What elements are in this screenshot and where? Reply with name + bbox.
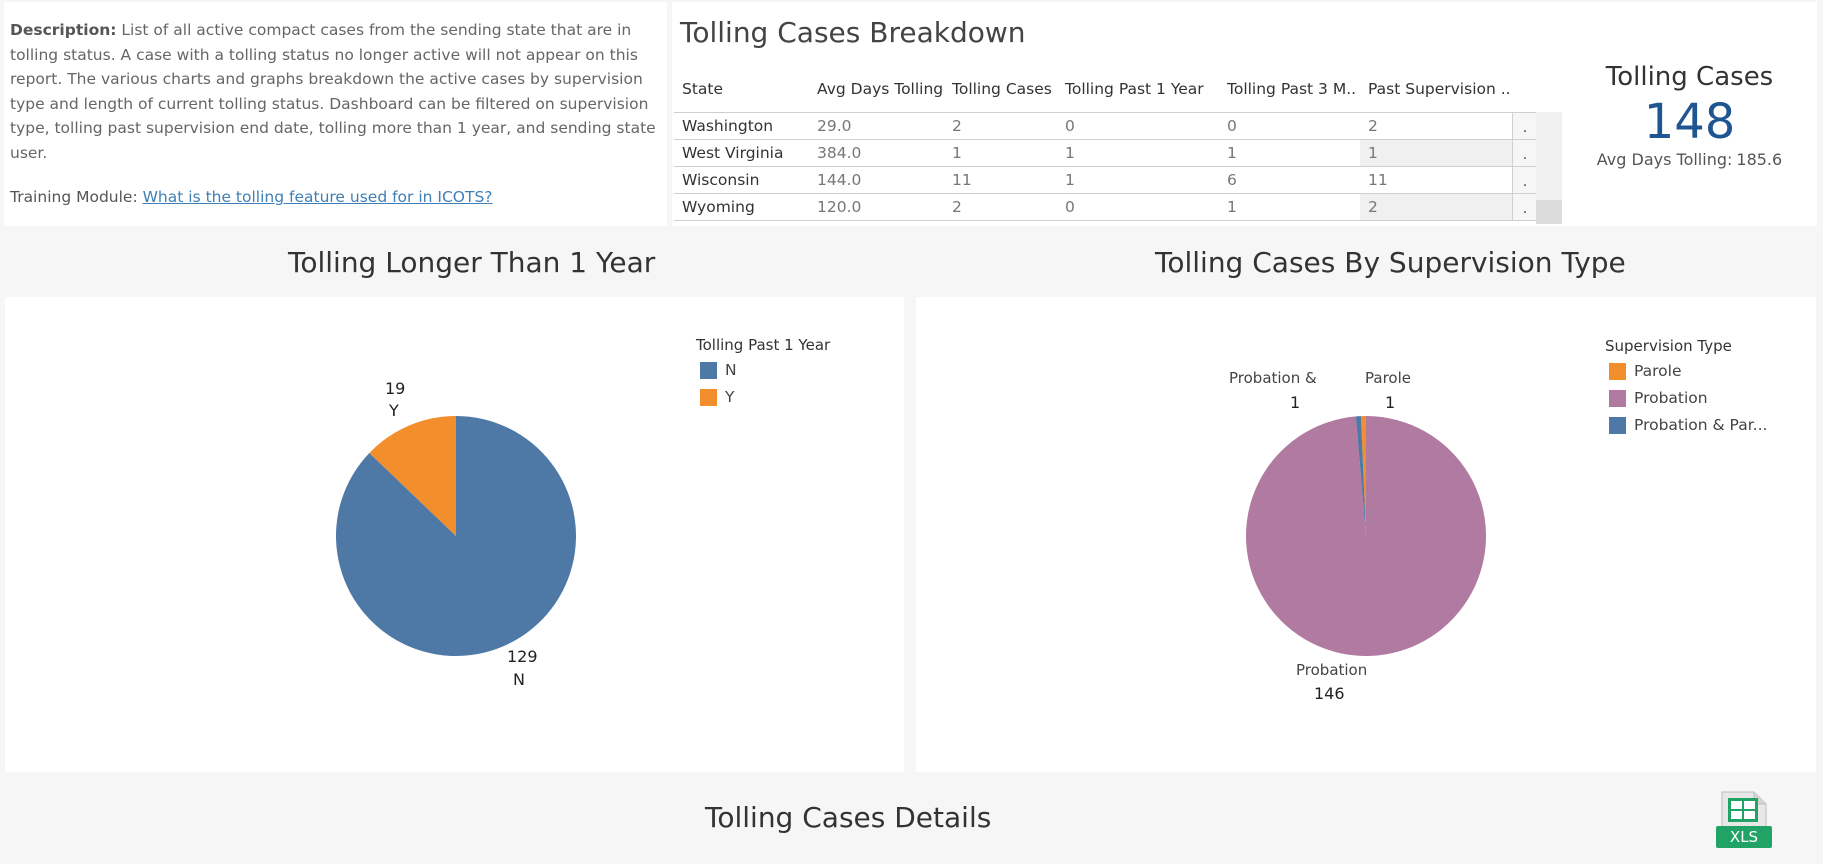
cell-more: . [1512, 194, 1537, 220]
table-row[interactable]: Wisconsin 144.0 11 1 6 11. [674, 166, 1542, 193]
cell-state: Wisconsin [682, 171, 760, 189]
cell-more: . [1512, 140, 1537, 166]
supervision-type-pie-chart[interactable] [916, 297, 1816, 772]
pie-slice-parole[interactable] [1360, 416, 1366, 536]
cell-highlight [1360, 140, 1512, 166]
training-module: Training Module: What is the tolling fea… [10, 188, 493, 206]
legend-label: Y [725, 388, 735, 406]
cell-tolling-cases: 2 [952, 198, 962, 216]
cell-past-supervision: 2 [1368, 198, 1378, 216]
tolling-longer-chart-panel: Tolling Past 1 Year N Y 19 Y 129 N [5, 297, 904, 772]
cell-past-3-months: 1 [1227, 144, 1237, 162]
legend-title: Supervision Type [1605, 337, 1732, 355]
cell-tolling-cases: 11 [952, 171, 972, 189]
legend-label: Parole [1634, 362, 1682, 380]
cell-past-3-months: 1 [1227, 198, 1237, 216]
cell-more: . [1512, 167, 1537, 193]
xls-label: XLS [1730, 828, 1758, 846]
training-module-link[interactable]: What is the tolling feature used for in … [142, 188, 493, 206]
legend-swatch [700, 362, 717, 379]
description-panel: Description: List of all active compact … [4, 2, 667, 226]
breakdown-panel: Tolling Cases Breakdown State Avg Days T… [672, 2, 1562, 226]
column-header-past-supervision[interactable]: Past Supervision .. [1368, 80, 1511, 98]
table-body: Washington 29.0 2 0 0 2. West Virginia 384.0 1 1 1… [674, 112, 1542, 221]
kpi-sub-value: 185.6 [1736, 150, 1783, 169]
column-header-past-1-year[interactable]: Tolling Past 1 Year [1065, 80, 1204, 98]
xls-export-button[interactable]: XLS [1714, 790, 1774, 850]
legend-swatch [1609, 363, 1626, 380]
data-label-probation-value: 146 [1314, 684, 1345, 703]
cell-tolling-cases: 1 [952, 144, 962, 162]
pie-slice-y[interactable] [369, 416, 456, 536]
data-label-probation-name: Probation [1296, 661, 1368, 679]
tolling-longer-pie-chart[interactable] [5, 297, 904, 772]
kpi-subtitle: Avg Days Tolling: 185.6 [1562, 150, 1817, 169]
cell-more: . [1512, 113, 1537, 139]
table-row[interactable]: West Virginia 384.0 1 1 1 1. [674, 139, 1542, 166]
pie-slice-probation-parole[interactable] [1355, 416, 1366, 536]
cell-avg-days: 384.0 [817, 144, 862, 162]
cell-avg-days: 120.0 [817, 198, 862, 216]
legend-swatch [700, 389, 717, 406]
cell-state: West Virginia [682, 144, 784, 162]
cell-state: Wyoming [682, 198, 755, 216]
cell-past-1-year: 0 [1065, 198, 1075, 216]
cell-highlight [1360, 194, 1512, 220]
cell-state: Washington [682, 117, 774, 135]
cell-tolling-cases: 2 [952, 117, 962, 135]
cell-past-1-year: 0 [1065, 117, 1075, 135]
table-scrollbar-thumb[interactable] [1536, 200, 1562, 224]
xls-file-icon: XLS [1716, 791, 1772, 848]
description-body: List of all active compact cases from th… [10, 21, 656, 162]
column-header-state[interactable]: State [682, 80, 724, 98]
supervision-type-chart-panel: Supervision Type Parole Probation Probat… [916, 297, 1816, 772]
data-label-n-name: N [513, 670, 525, 689]
kpi-value: 148 [1643, 94, 1736, 150]
kpi-panel: Tolling Cases 148 Avg Days Tolling: 185.6 [1562, 2, 1817, 226]
section-title-details: Tolling Cases Details [705, 801, 992, 834]
table-row[interactable]: Washington 29.0 2 0 0 2. [674, 112, 1542, 139]
training-label: Training Module: [10, 188, 138, 206]
data-label-parole-name: Parole [1365, 369, 1411, 387]
cell-past-3-months: 6 [1227, 171, 1237, 189]
legend-label: Probation & Par... [1634, 416, 1768, 434]
cell-past-1-year: 1 [1065, 171, 1075, 189]
data-label-parole-value: 1 [1385, 393, 1396, 412]
data-label-probation-parole-value: 1 [1290, 393, 1301, 412]
legend-swatch [1609, 417, 1626, 434]
cell-past-3-months: 0 [1227, 117, 1237, 135]
legend-label: N [725, 361, 737, 379]
cell-avg-days: 144.0 [817, 171, 862, 189]
data-label-probation-parole-name: Probation & [1229, 369, 1317, 387]
legend-swatch [1609, 390, 1626, 407]
legend-title: Tolling Past 1 Year [696, 336, 831, 354]
kpi-sub-label: Avg Days Tolling: [1596, 150, 1733, 169]
table-row[interactable]: Wyoming 120.0 2 0 1 2. [674, 193, 1542, 221]
column-header-past-3-months[interactable]: Tolling Past 3 M.. [1227, 80, 1357, 98]
section-title-tolling-longer: Tolling Longer Than 1 Year [288, 246, 656, 279]
legend-label: Probation [1634, 389, 1708, 407]
kpi-title: Tolling Cases [1605, 62, 1774, 92]
cell-past-supervision: 11 [1368, 171, 1388, 189]
column-header-tolling-cases[interactable]: Tolling Cases [952, 80, 1052, 98]
data-label-n-value: 129 [507, 647, 538, 666]
description-label: Description: [10, 21, 117, 39]
section-title-supervision-type: Tolling Cases By Supervision Type [1155, 246, 1626, 279]
data-label-y-name: Y [389, 401, 399, 420]
description-text: Description: List of all active compact … [10, 18, 666, 165]
column-header-avg-days[interactable]: Avg Days Tolling [817, 80, 944, 98]
cell-past-supervision: 1 [1368, 144, 1378, 162]
cell-past-supervision: 2 [1368, 117, 1378, 135]
cell-avg-days: 29.0 [817, 117, 852, 135]
data-label-y-value: 19 [385, 379, 406, 398]
breakdown-title: Tolling Cases Breakdown [680, 16, 1026, 49]
cell-past-1-year: 1 [1065, 144, 1075, 162]
table-header: State Avg Days Tolling Tolling Cases Tol… [672, 80, 1562, 102]
